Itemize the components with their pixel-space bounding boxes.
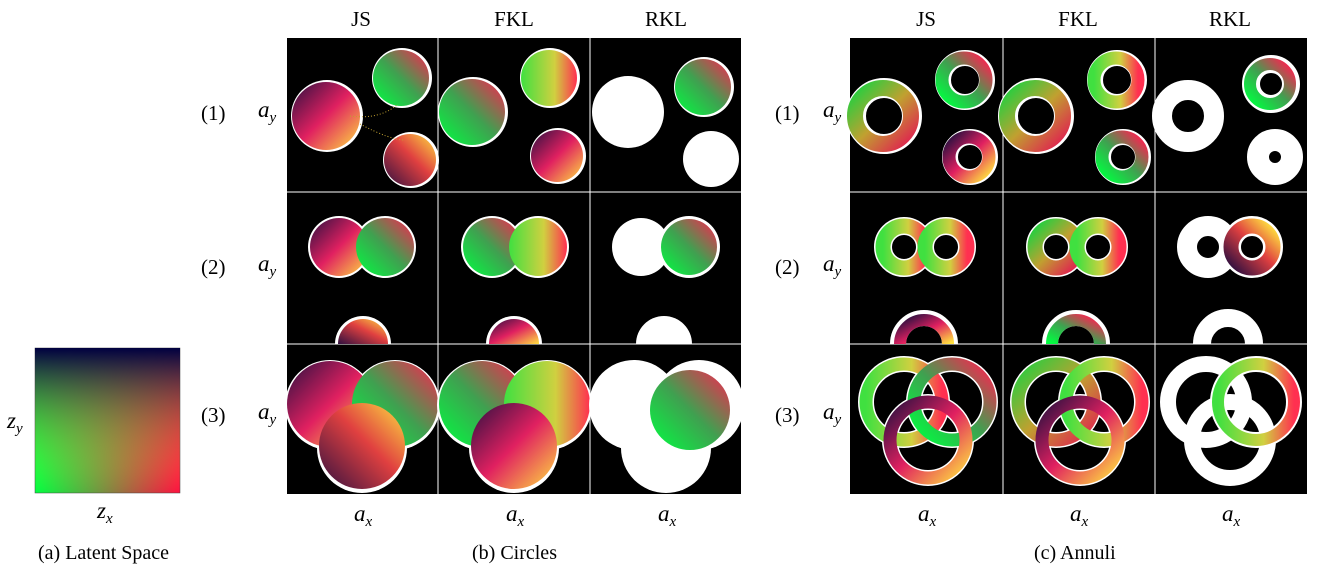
svg-text:ax: ax [658, 501, 677, 530]
circles-col-label: FKL [494, 7, 534, 31]
svg-text:ax: ax [1070, 501, 1089, 530]
circles-row-label: (1) [201, 101, 226, 125]
svg-text:ax: ax [918, 501, 937, 530]
svg-text:ay: ay [823, 399, 842, 428]
circles-cell-fkl-2 [461, 216, 569, 344]
svg-text:ay: ay [823, 251, 842, 280]
circles-cell-rkl-2 [612, 216, 720, 344]
svg-text:ay: ay [258, 251, 277, 280]
svg-text:ax: ax [1222, 501, 1241, 530]
latent-caption: (a) Latent Space [38, 542, 169, 564]
svg-text:ay: ay [258, 97, 277, 126]
circles-cell-rkl-1 [592, 57, 739, 187]
annuli-cell-js-1 [846, 50, 998, 185]
annuli-cell-rkl-3 [1160, 356, 1302, 486]
annuli-xlabels: ax ax ax [918, 501, 1241, 530]
circles-cell-js-2 [308, 216, 416, 344]
latent-ylabel: zy [6, 408, 23, 437]
annuli-cell-rkl-2 [1177, 216, 1283, 345]
annuli-row-label: (3) [775, 403, 800, 427]
circles-cell-rkl-3 [589, 360, 744, 493]
svg-text:ay: ay [258, 399, 277, 428]
svg-text:ay: ay [823, 97, 842, 126]
annuli-col-label: JS [916, 7, 936, 31]
circles-row-label: (2) [201, 255, 226, 279]
latent-space-panel: zy zx (a) Latent Space [6, 347, 181, 564]
annuli-caption: (c) Annuli [1034, 542, 1116, 564]
circles-panel: JS FKL RKL (1) (2) (3) ay ay ay [201, 7, 744, 564]
circles-ylabel: ay ay ay [258, 97, 277, 428]
circles-xlabels: ax ax ax [354, 501, 677, 530]
circles-cell-js-3 [285, 360, 440, 493]
annuli-col-label: RKL [1209, 7, 1251, 31]
annuli-cell-js-2 [874, 217, 976, 345]
circles-col-label: JS [351, 7, 371, 31]
circles-caption: (b) Circles [472, 542, 557, 564]
circles-cell-fkl-1 [438, 48, 586, 184]
annuli-col-label: FKL [1058, 7, 1098, 31]
svg-text:ax: ax [354, 501, 373, 530]
latent-xlabel: zx [96, 498, 113, 527]
annuli-row-label: (1) [775, 101, 800, 125]
circles-cell-fkl-3 [437, 360, 592, 493]
annuli-cell-rkl-1 [1152, 55, 1303, 185]
circles-row-label: (3) [201, 403, 226, 427]
circles-cell-js-1 [291, 48, 439, 188]
latent-gradient-overlay [35, 348, 180, 493]
circles-col-label: RKL [645, 7, 687, 31]
annuli-cell-fkl-3 [1010, 356, 1150, 486]
annuli-panel: JS FKL RKL (1) (2) (3) ay ay ay [775, 7, 1307, 564]
annuli-cell-js-3 [858, 356, 998, 486]
annuli-cell-fkl-2 [1026, 217, 1128, 345]
annuli-ylabel: ay ay ay [823, 97, 842, 428]
annuli-cell-fkl-1 [998, 50, 1151, 185]
svg-text:ax: ax [506, 501, 525, 530]
annuli-row-label: (2) [775, 255, 800, 279]
